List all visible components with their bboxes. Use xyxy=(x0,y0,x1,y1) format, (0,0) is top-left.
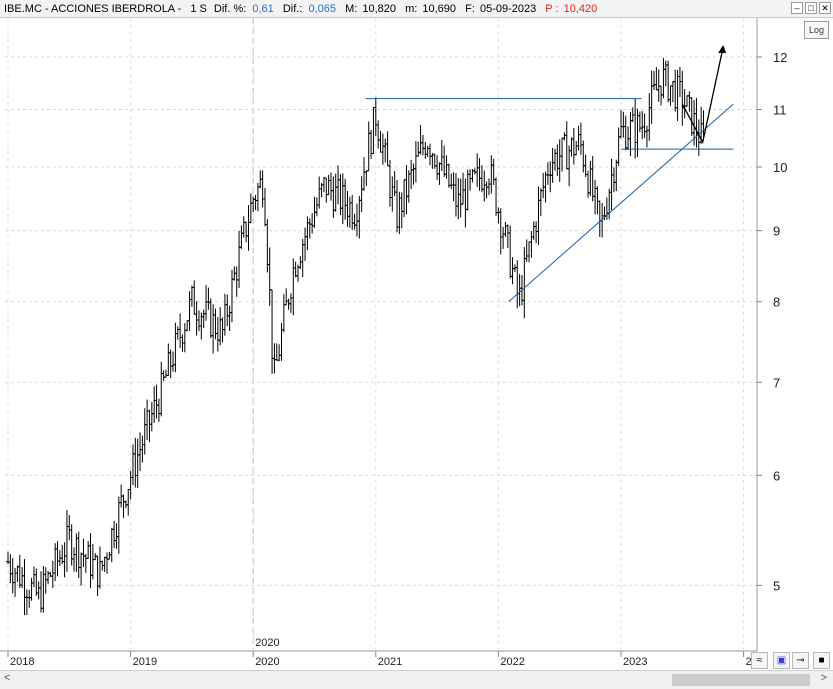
chart-style-icon[interactable]: ≈ xyxy=(751,652,768,669)
x-tick-label: 2020 xyxy=(255,656,279,668)
chart-header: IBE.MC - ACCIONES IBERDROLA - 1 S Dif. %… xyxy=(0,0,833,18)
window-controls: – □ ✕ xyxy=(791,2,831,14)
price-value: 10,420 xyxy=(563,3,598,15)
y-tick-label: 8 xyxy=(773,295,780,310)
date-value: 05-09-2023 xyxy=(479,3,537,15)
x-tick-label: 2021 xyxy=(378,656,402,668)
y-tick-label: 10 xyxy=(773,160,787,175)
scroll-thumb[interactable] xyxy=(672,674,810,686)
x-tick-label: 2022 xyxy=(500,656,524,668)
min-label: m: xyxy=(405,3,418,15)
max-label: M: xyxy=(345,3,358,15)
x-tick-label: 2023 xyxy=(623,656,647,668)
trend-lines xyxy=(365,44,734,303)
x-tick-label: 2019 xyxy=(133,656,157,668)
y-axis: 5 6 7 8 9 10 11 12 xyxy=(756,18,787,651)
chart-grid xyxy=(5,18,757,649)
log-scale-button[interactable]: Log xyxy=(804,21,829,39)
horizontal-scrollbar[interactable]: < > xyxy=(0,670,833,689)
price-chart[interactable]: 5 6 7 8 9 10 11 12 2018 2019 2020 2021 2022 2023 2 202… xyxy=(0,18,833,670)
period-label: 1 S xyxy=(190,3,207,15)
max-value: 10,820 xyxy=(362,3,397,15)
dif-pct-label: Dif. %: xyxy=(213,3,247,15)
dif-value: 0,065 xyxy=(308,3,337,15)
minimize-button[interactable]: – xyxy=(791,2,803,14)
dif-pct-value: 0,61 xyxy=(252,3,274,15)
y-tick-label: 5 xyxy=(773,578,780,593)
y-tick-label: 7 xyxy=(773,375,780,390)
y-tick-label: 6 xyxy=(773,468,780,483)
date-label: F: xyxy=(465,3,475,15)
price-bars xyxy=(6,57,706,616)
dif-label: Dif.: xyxy=(282,3,303,15)
pin-icon[interactable]: ⊸ xyxy=(792,652,809,669)
x-tick-label: 2 xyxy=(746,656,752,668)
date-marker-label: 2020 xyxy=(255,637,279,649)
price-label: P : xyxy=(545,3,559,15)
y-tick-label: 11 xyxy=(773,102,787,117)
color-picker-icon[interactable]: ■ xyxy=(813,652,830,669)
trend-line xyxy=(508,103,734,303)
x-axis: 2018 2019 2020 2021 2022 2023 2 2020 xyxy=(0,637,757,668)
scroll-left-icon[interactable]: < xyxy=(4,672,11,684)
y-tick-label: 12 xyxy=(773,50,787,65)
symbol-title: IBE.MC - ACCIONES IBERDROLA - xyxy=(4,3,182,15)
save-icon[interactable]: ▣ xyxy=(773,652,790,669)
y-tick-label: 9 xyxy=(773,224,780,239)
min-value: 10,690 xyxy=(422,3,457,15)
x-tick-label: 2018 xyxy=(10,656,34,668)
maximize-button[interactable]: □ xyxy=(805,2,817,14)
forecast-arrow xyxy=(681,46,724,145)
scroll-right-icon[interactable]: > xyxy=(820,672,827,684)
close-button[interactable]: ✕ xyxy=(819,2,831,14)
forecast-arrow-head xyxy=(718,44,727,53)
